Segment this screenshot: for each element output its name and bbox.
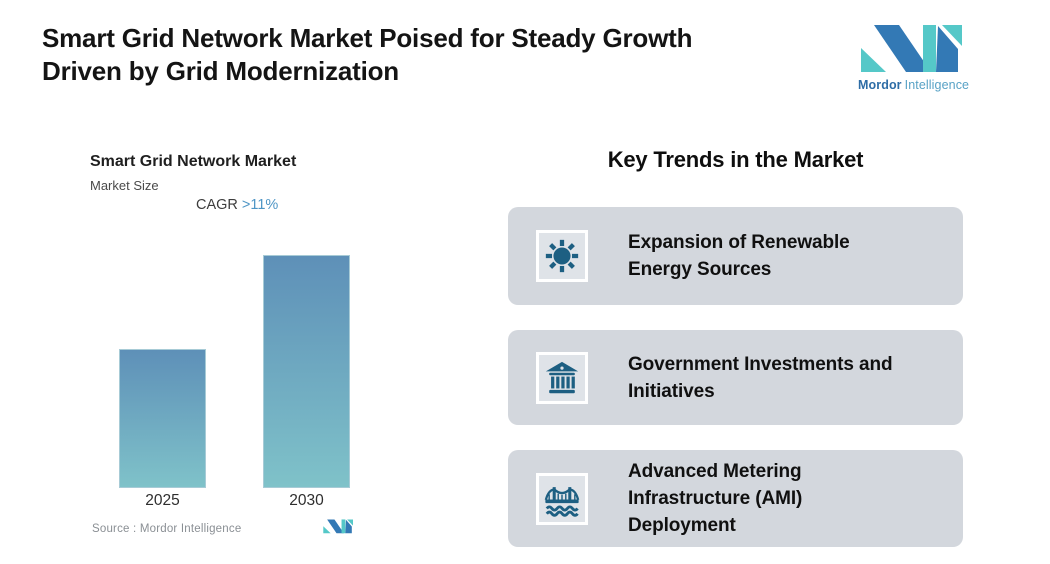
trend-icon-box <box>536 230 588 282</box>
x-tick-2025: 2025 <box>145 492 180 509</box>
mordor-logo: Mordor Intelligence <box>858 24 988 92</box>
page-title: Smart Grid Network Market Poised for Ste… <box>42 23 693 86</box>
cagr-annotation: CAGR >11% <box>196 197 278 213</box>
brand-bold: Mordor <box>858 78 902 92</box>
x-tick-2030: 2030 <box>289 492 324 509</box>
bar-2030 <box>263 255 350 488</box>
bar-2025 <box>119 349 206 488</box>
trend-label: Expansion of Renewable Energy Sources <box>628 232 850 280</box>
trend-icon-box <box>536 472 588 525</box>
trend-icon-box <box>536 351 588 404</box>
source-note: Source : Mordor Intelligence <box>92 523 242 535</box>
mordor-mini-logo-icon <box>323 519 353 534</box>
mordor-logo-wordmark: Mordor Intelligence <box>858 78 988 92</box>
mordor-logo-mark-icon <box>861 25 962 72</box>
trend-card-government: Government Investments and Initiatives <box>508 330 963 425</box>
trends-heading: Key Trends in the Market <box>607 147 864 172</box>
bridge-icon <box>544 486 580 517</box>
trend-label: Government Investments and Initiatives <box>628 353 893 402</box>
chart-subtitle: Market Size <box>90 178 159 193</box>
trend-card-renewables: Expansion of Renewable Energy Sources <box>508 207 963 305</box>
trend-card-ami: Advanced Metering Infrastructure (AMI) D… <box>508 450 963 547</box>
trend-label: Advanced Metering Infrastructure (AMI) D… <box>628 461 803 536</box>
cagr-label: CAGR <box>196 197 238 213</box>
brand-light: Intelligence <box>904 78 970 92</box>
sun-icon <box>545 239 579 273</box>
bank-icon <box>545 361 579 393</box>
chart-title: Smart Grid Network Market <box>90 153 297 170</box>
cagr-value: >11% <box>241 197 279 213</box>
